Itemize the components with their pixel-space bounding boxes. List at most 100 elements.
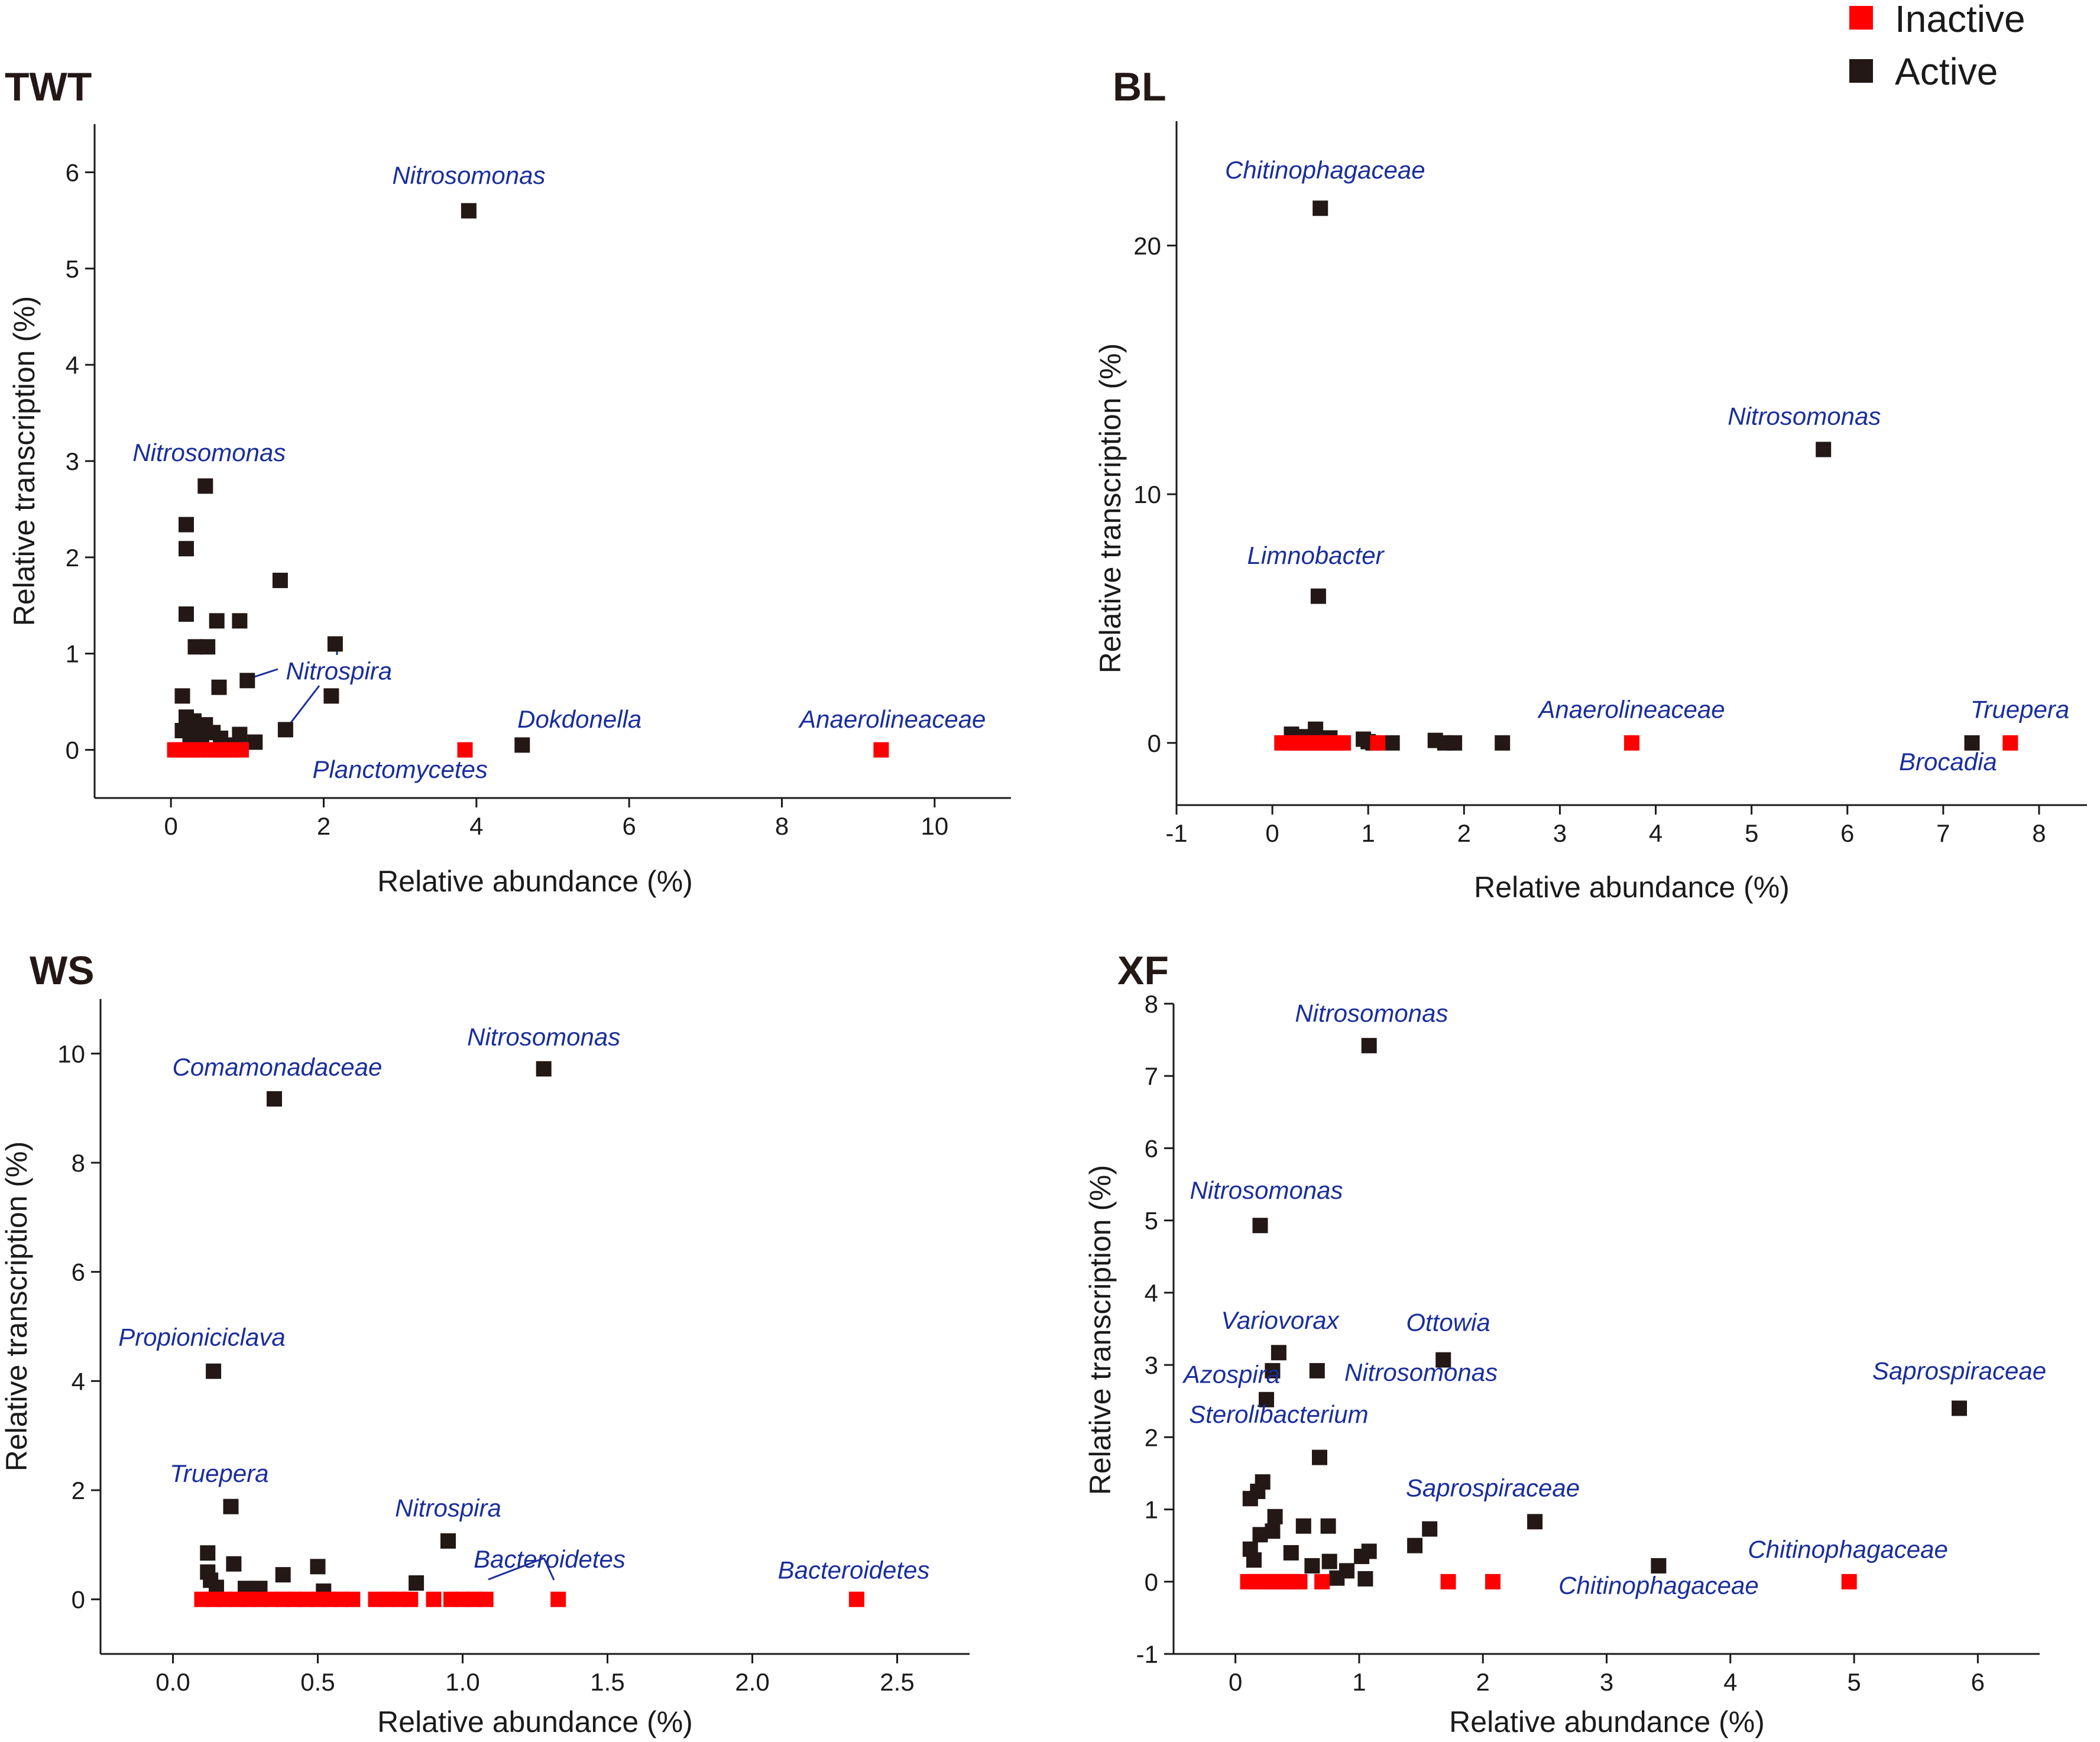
y-tick-label: 3 — [1145, 1351, 1158, 1379]
active-point — [174, 688, 190, 704]
point-annotation: Nitrosomonas — [1190, 1176, 1343, 1204]
y-tick-label: 8 — [1145, 990, 1158, 1018]
point-annotation: Nitrospira — [286, 657, 392, 685]
x-tick-label: 6 — [622, 812, 636, 840]
active-point — [232, 613, 248, 629]
x-tick-label: 4 — [469, 812, 483, 840]
active-point — [179, 517, 194, 533]
x-tick-label: 1.5 — [590, 1668, 624, 1696]
active-point — [1435, 1352, 1451, 1368]
inactive-point — [1440, 1574, 1456, 1589]
y-tick-label: 0 — [72, 1586, 85, 1614]
leader-line — [488, 1557, 545, 1581]
x-tick-label: 0 — [164, 812, 177, 840]
active-point — [226, 1556, 242, 1572]
active-point — [440, 1533, 456, 1549]
point-annotation: Anaerolineaceae — [1537, 696, 1725, 724]
active-point — [197, 478, 213, 494]
panel-ws: WS Relative abundance (%) Relative trans… — [0, 948, 970, 1738]
point-annotation: Limnobacter — [1247, 541, 1385, 569]
active-point — [179, 541, 194, 557]
active-point — [310, 1559, 326, 1575]
x-tick-label: 5 — [1745, 819, 1758, 847]
active-point — [1295, 1518, 1311, 1534]
active-point — [1816, 442, 1832, 458]
inactive-point — [1841, 1574, 1857, 1589]
x-tick-label: 8 — [2032, 819, 2046, 847]
inactive-point — [848, 1591, 864, 1607]
active-point — [1339, 1563, 1354, 1579]
active-point — [1384, 735, 1400, 751]
active-point — [209, 613, 225, 629]
point-annotation: Brocadia — [1899, 748, 1997, 776]
point-annotation: Chitinophagaceae — [1748, 1535, 1948, 1563]
x-tick-label: 1 — [1362, 819, 1375, 847]
x-tick-label: 2 — [1476, 1668, 1490, 1696]
x-axis-title: Relative abundance (%) — [1474, 871, 1790, 904]
x-axis-title: Relative abundance (%) — [377, 1705, 693, 1738]
y-tick-label: 0 — [66, 737, 79, 764]
point-annotation: Bacteroidetes — [474, 1545, 626, 1573]
y-axis-title: Relative transcription (%) — [1094, 343, 1127, 674]
active-point — [1252, 1218, 1268, 1234]
x-tick-label: 2.0 — [735, 1668, 769, 1696]
point-annotation: Planctomycetes — [312, 755, 487, 783]
inactive-point — [478, 1591, 494, 1607]
point-annotation: Nitrosomonas — [467, 1023, 620, 1051]
point-annotation: Nitrosomonas — [1295, 1000, 1448, 1027]
legend-label-inactive: Inactive — [1895, 0, 2026, 40]
panel-bl: BL Relative abundance (%) Relative trans… — [1094, 64, 2087, 904]
inactive-point — [873, 742, 889, 758]
active-point — [514, 737, 530, 753]
active-point — [267, 1091, 282, 1107]
x-tick-label: 4 — [1649, 819, 1662, 847]
active-point — [1952, 1400, 1967, 1416]
x-tick-label: 3 — [1553, 819, 1567, 847]
y-tick-label: 10 — [1133, 481, 1161, 508]
x-tick-label: 3 — [1600, 1668, 1613, 1696]
active-point — [247, 734, 263, 750]
x-tick-label: 7 — [1936, 819, 1950, 847]
active-point — [1271, 1345, 1286, 1361]
active-point — [1495, 735, 1511, 751]
x-tick-label: 0.0 — [155, 1668, 190, 1696]
inactive-point — [403, 1591, 419, 1607]
y-tick-label: 2 — [66, 544, 79, 572]
active-point — [1265, 1523, 1281, 1539]
point-annotation: Chitinophagaceae — [1558, 1572, 1759, 1600]
active-point — [1361, 1037, 1377, 1053]
active-point — [206, 1363, 222, 1379]
active-point — [1246, 1552, 1262, 1568]
x-tick-label: 2 — [317, 812, 330, 840]
active-point — [200, 1545, 216, 1561]
active-point — [174, 723, 190, 738]
point-annotation: Nitrospira — [395, 1494, 501, 1522]
active-point — [1354, 1549, 1370, 1564]
x-tick-label: 4 — [1723, 1668, 1737, 1696]
x-tick-label: 1.0 — [445, 1668, 479, 1696]
active-point — [179, 606, 194, 622]
x-tick-label: 0 — [1229, 1668, 1242, 1696]
inactive-point — [1370, 735, 1386, 751]
active-point — [1357, 1571, 1373, 1587]
y-tick-label: 1 — [66, 640, 79, 668]
legend: Inactive Active — [1849, 0, 2026, 93]
active-point — [1259, 1391, 1274, 1407]
x-axis-title: Relative abundance (%) — [377, 865, 693, 898]
inactive-point — [1485, 1574, 1501, 1589]
leader-line — [250, 668, 278, 679]
y-tick-label: 6 — [66, 158, 79, 186]
active-point — [277, 722, 293, 738]
inactive-point — [345, 1591, 361, 1607]
point-annotation: Dokdonella — [517, 705, 641, 733]
inactive-point — [426, 1591, 442, 1607]
panel-title: XF — [1117, 948, 1169, 993]
x-tick-label: 10 — [921, 812, 948, 840]
inactive-point — [550, 1591, 566, 1607]
point-annotation: Comamonadaceae — [172, 1053, 382, 1081]
active-point — [1527, 1514, 1543, 1530]
y-tick-label: 2 — [1145, 1423, 1158, 1451]
active-point — [1321, 1553, 1337, 1569]
active-point — [1312, 200, 1328, 216]
y-tick-label: 4 — [72, 1367, 85, 1395]
